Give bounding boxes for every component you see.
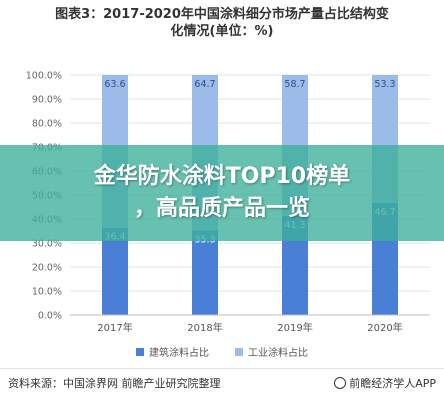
y-tick-label: 0.0% bbox=[38, 311, 62, 322]
brand-credit: 前瞻经济学人APP bbox=[334, 375, 436, 391]
bar-value-label: 53.3 bbox=[374, 79, 395, 90]
brand-name: 前瞻经济学人APP bbox=[349, 377, 436, 390]
x-tick-label: 2018年 bbox=[187, 321, 222, 334]
y-tick-label: 20.0% bbox=[32, 263, 62, 274]
legend-label-building: 建筑涂料占比 bbox=[149, 348, 209, 359]
y-tick-label: 90.0% bbox=[32, 95, 62, 106]
chart-title-line2: 化情况(单位：%) bbox=[170, 24, 274, 39]
bar-segment bbox=[192, 230, 218, 315]
y-tick-label: 80.0% bbox=[32, 119, 62, 130]
source-note: 资料来源：中国涂界网 前瞻产业研究院整理 bbox=[8, 377, 221, 390]
chart-title: 图表3：2017-2020年中国涂料细分市场产量占比结构变 化情况(单位：%) bbox=[12, 6, 432, 40]
y-tick-label: 10.0% bbox=[32, 287, 62, 298]
legend-swatch-industrial bbox=[235, 347, 243, 356]
y-tick-label: 30.0% bbox=[32, 239, 62, 250]
x-tick-label: 2020年 bbox=[367, 321, 402, 334]
bar-value-label: 63.6 bbox=[104, 79, 125, 90]
legend-item-industrial: 工业涂料占比 bbox=[235, 344, 308, 359]
chart-legend: 建筑涂料占比 工业涂料占比 bbox=[0, 344, 444, 359]
x-tick-label: 2017年 bbox=[97, 321, 132, 334]
banner-subline: ，高品质产品一览 bbox=[133, 196, 310, 221]
promo-banner[interactable]: 金华防水涂料TOP10榜单 ，高品质产品一览 bbox=[0, 145, 444, 241]
brand-logo-icon bbox=[334, 377, 347, 389]
x-tick-label: 2019年 bbox=[277, 321, 312, 334]
bar-segment bbox=[102, 227, 128, 315]
bar-value-label: 64.7 bbox=[194, 79, 215, 90]
legend-label-industrial: 工业涂料占比 bbox=[248, 348, 308, 359]
legend-swatch-building bbox=[136, 347, 144, 356]
legend-item-building: 建筑涂料占比 bbox=[136, 344, 209, 359]
chart-title-line1: 图表3：2017-2020年中国涂料细分市场产量占比结构变 bbox=[55, 7, 389, 22]
footer: 资料来源：中国涂界网 前瞻产业研究院整理 前瞻经济学人APP bbox=[0, 368, 444, 401]
banner-headline: 金华防水涂料TOP10榜单 bbox=[93, 164, 351, 189]
bar-value-label: 58.7 bbox=[284, 79, 305, 90]
y-tick-label: 100.0% bbox=[26, 71, 62, 82]
